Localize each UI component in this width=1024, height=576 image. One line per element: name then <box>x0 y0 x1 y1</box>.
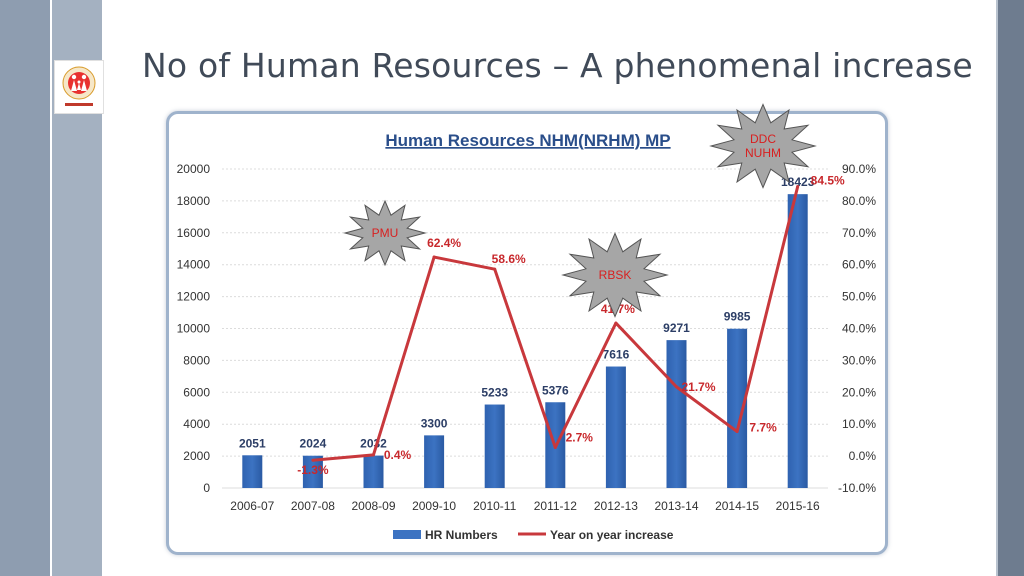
bar-2010-11 <box>484 404 505 488</box>
annotation-starburst: PMU <box>343 199 427 267</box>
bar-2012-13 <box>605 366 626 488</box>
annotation-text: PMU <box>372 226 399 240</box>
line-label: -1.3% <box>297 463 329 477</box>
x-tick-label: 2006-07 <box>230 499 274 513</box>
yoy-point <box>614 321 618 325</box>
x-tick-label: 2013-14 <box>654 499 698 513</box>
left-axis-ticks: 0 2000 4000 6000 8000 10000 12000 14000 16000 180… <box>177 162 211 495</box>
legend-bar-swatch <box>393 530 421 539</box>
bar-label: 7616 <box>603 348 630 362</box>
bar-labels-layer: 2051 2024 2032 3300 5233 5376 7616 9271 9985 1842… <box>239 175 815 451</box>
right-tick-label: 90.0% <box>842 162 876 176</box>
line-label: 21.7% <box>681 380 715 394</box>
bar-label: 9985 <box>724 310 751 324</box>
right-band-stripe <box>996 0 998 576</box>
x-tick-label: 2012-13 <box>594 499 638 513</box>
x-axis-ticks: 2006-07 2007-08 2008-09 2009-10 2010-11 2011-… <box>230 499 820 513</box>
line-label: 7.7% <box>749 421 777 435</box>
legend: HR Numbers Year on year increase <box>393 528 674 542</box>
slide-title: No of Human Resources – A phenomenal inc… <box>142 46 973 85</box>
bar-label: 9271 <box>663 321 690 335</box>
left-tick-label: 16000 <box>177 226 211 240</box>
bar-label: 2032 <box>360 437 387 451</box>
right-band <box>998 0 1024 576</box>
yoy-point <box>432 255 436 259</box>
left-tick-label: 0 <box>203 481 210 495</box>
x-tick-label: 2014-15 <box>715 499 759 513</box>
right-tick-label: 80.0% <box>842 194 876 208</box>
line-label: 0.4% <box>384 448 412 462</box>
right-tick-label: 30.0% <box>842 353 876 367</box>
bars-layer <box>242 194 808 489</box>
left-tick-label: 8000 <box>183 353 210 367</box>
bar-label: 5376 <box>542 383 569 397</box>
right-tick-label: 70.0% <box>842 226 876 240</box>
right-tick-label: -10.0% <box>838 481 876 495</box>
yoy-point <box>553 445 557 449</box>
annotation-starburst: RBSK <box>561 232 669 318</box>
x-tick-label: 2010-11 <box>473 499 516 513</box>
grid-layer <box>222 168 828 489</box>
right-tick-label: 40.0% <box>842 322 876 336</box>
bar-2007-08 <box>302 455 323 488</box>
bar-2009-10 <box>424 435 445 488</box>
line-label: 62.4% <box>427 236 461 250</box>
line-label: 84.5% <box>811 174 845 188</box>
left-tick-label: 2000 <box>183 449 210 463</box>
x-tick-label: 2015-16 <box>776 499 820 513</box>
bar-2015-16 <box>787 194 808 489</box>
x-tick-label: 2008-09 <box>351 499 395 513</box>
chart-title: Human Resources NHM(NRHM) MP <box>385 131 670 150</box>
chart-frame <box>166 111 888 555</box>
yoy-point <box>735 430 739 434</box>
yoy-point <box>493 267 497 271</box>
bar-label: 5233 <box>481 386 508 400</box>
annotation-text: NUHM <box>745 146 781 160</box>
annotation-text: RBSK <box>599 268 632 282</box>
annotation-text: DDC <box>750 132 776 146</box>
left-tick-label: 12000 <box>177 290 211 304</box>
bar-2008-09 <box>363 455 384 488</box>
line-layer <box>311 185 800 462</box>
bar-2014-15 <box>727 328 748 488</box>
right-tick-label: 50.0% <box>842 290 876 304</box>
nhm-logo <box>54 60 104 114</box>
left-tick-label: 18000 <box>177 194 211 208</box>
x-tick-label: 2009-10 <box>412 499 456 513</box>
line-label: 58.6% <box>492 252 526 266</box>
x-tick-label: 2011-12 <box>534 499 577 513</box>
legend-bar-label: HR Numbers <box>425 528 498 542</box>
left-tick-label: 14000 <box>177 258 211 272</box>
left-tick-label: 20000 <box>177 162 211 176</box>
left-band <box>0 0 50 576</box>
bar-2006-07 <box>242 455 263 488</box>
right-tick-label: 20.0% <box>842 385 876 399</box>
yoy-point <box>675 385 678 389</box>
yoy-point <box>796 185 800 189</box>
right-tick-label: 10.0% <box>842 417 876 431</box>
yoy-point <box>372 453 375 457</box>
bar-label: 18423 <box>781 175 815 189</box>
right-tick-label: 60.0% <box>842 258 876 272</box>
bar-label: 2024 <box>300 437 327 451</box>
left-tick-label: 6000 <box>183 385 210 399</box>
yoy-point <box>311 458 315 462</box>
x-tick-label: 2007-08 <box>291 499 335 513</box>
legend-line-label: Year on year increase <box>550 528 674 542</box>
left-tick-label: 10000 <box>177 322 211 336</box>
line-label: 2.7% <box>566 430 594 444</box>
bar-2013-14 <box>666 340 687 488</box>
right-tick-label: 0.0% <box>849 449 877 463</box>
bar-label: 3300 <box>421 416 448 430</box>
right-axis-ticks: -10.0% 0.0% 10.0% 20.0% 30.0% 40.0% 50.0% 60.0%… <box>838 162 876 495</box>
line-labels-layer: -1.3%0.4%62.4%58.6%2.7%41.7%21.7%7.7%84.… <box>297 174 845 478</box>
left-tick-label: 4000 <box>183 417 210 431</box>
bar-label: 2051 <box>239 436 266 450</box>
